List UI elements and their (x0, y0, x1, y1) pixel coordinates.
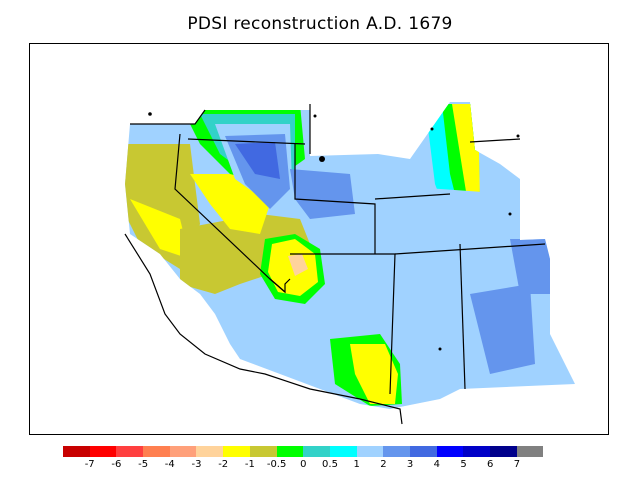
coastline (124, 233, 403, 425)
boundary-northwest (130, 109, 206, 125)
colorbar-swatch-14 (436, 446, 464, 457)
boundary-ks-ok (459, 243, 466, 390)
boundary-id-wy (294, 144, 376, 254)
boundary-nv-az (269, 278, 291, 294)
lake-1 (148, 112, 152, 116)
pdsi-field (125, 102, 575, 409)
boundary-co-ks (394, 243, 546, 255)
field-basin-dry (180, 214, 310, 294)
colorbar-swatch-10 (329, 446, 357, 457)
colorbar-swatch-16 (490, 446, 517, 457)
colorbar-swatch-12 (383, 446, 410, 457)
colorbar-swatch-0 (63, 446, 90, 457)
colorbar-swatch-5 (196, 446, 224, 457)
colorbar-label: 2 (380, 459, 387, 470)
colorbar-label: 7 (513, 459, 521, 470)
pdsi-map (124, 102, 575, 425)
colorbar-swatch-6 (223, 446, 250, 457)
lake-6 (508, 212, 512, 216)
colorbar-label: -2 (218, 459, 229, 470)
lakes (148, 112, 520, 351)
colorbar-swatch-4 (169, 446, 197, 457)
colorbar-label: 0.5 (322, 459, 338, 470)
colorbar-label: 4 (433, 459, 440, 470)
colorbar-swatch-13 (409, 446, 437, 457)
colorbar-swatch-8 (276, 446, 304, 457)
colorbar-label: -6 (111, 459, 122, 470)
colorbar-swatch-7 (249, 446, 277, 457)
map-frame (29, 43, 609, 435)
colorbar-label: 0 (300, 459, 307, 470)
colorbar-swatch-1 (89, 446, 117, 457)
colorbar-label: -5 (138, 459, 149, 470)
colorbar-label: 5 (460, 459, 467, 470)
boundary-or-id (187, 138, 306, 145)
colorbar-label: 1 (353, 459, 360, 470)
colorbar-label: -7 (84, 459, 95, 470)
colorbar-swatch-15 (463, 446, 490, 457)
colorbar-label: -1 (244, 459, 255, 470)
lake-4 (430, 127, 434, 131)
boundary-wy-ne (374, 193, 451, 200)
field-ne-mid (510, 239, 550, 294)
colorbar-swatch-9 (303, 446, 330, 457)
state-boundaries (130, 104, 546, 395)
colorbar-swatch-17 (516, 446, 544, 457)
colorbar-swatch-3 (143, 446, 170, 457)
colorbar-label: -4 (164, 459, 175, 470)
field-utah-core (288, 254, 308, 276)
field-east-mid (470, 284, 535, 374)
colorbar-swatch-11 (356, 446, 384, 457)
lake-5 (516, 134, 520, 138)
colorbar-label: -0.5 (266, 459, 287, 470)
lake-7 (438, 347, 442, 351)
colorbar-label: -3 (191, 459, 202, 470)
map-title: PDSI reconstruction A.D. 1679 (187, 14, 453, 34)
field-south-yellow (350, 344, 398, 404)
lake-3 (319, 156, 325, 162)
lake-2 (313, 114, 317, 118)
field-north-dark (235, 142, 280, 179)
field-west-coast-yellow (130, 199, 190, 259)
colorbar-label: 6 (487, 459, 494, 470)
colorbar-label: 3 (406, 459, 414, 470)
colorbar-swatch-2 (116, 446, 144, 457)
colorbar (63, 446, 544, 457)
boundary-sd (469, 138, 521, 143)
field-wyoming (290, 169, 355, 219)
